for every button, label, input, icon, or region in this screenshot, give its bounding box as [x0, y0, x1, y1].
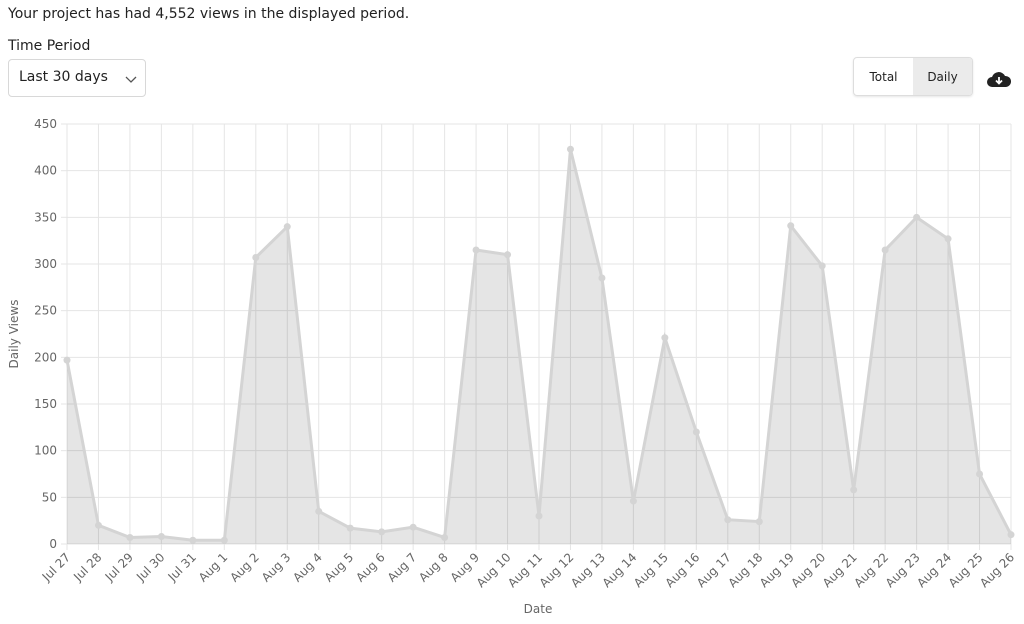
x-tick-label: Jul 29: [102, 550, 136, 584]
x-tick-label: Aug 8: [416, 550, 451, 585]
x-tick-label: Jul 31: [165, 550, 199, 584]
x-tick-label: Aug 5: [322, 550, 357, 585]
x-axis-title: Date: [524, 602, 553, 616]
y-axis-title: Daily Views: [7, 300, 21, 369]
y-tick-label: 250: [34, 304, 57, 318]
point: [881, 246, 889, 254]
point: [441, 533, 449, 541]
x-tick-label: Aug 3: [259, 550, 294, 585]
time-period-dropdown[interactable]: Last 30 days: [8, 59, 146, 97]
point: [378, 528, 386, 536]
point: [566, 145, 574, 153]
toggle-button[interactable]: Daily: [913, 58, 972, 95]
point: [755, 518, 763, 526]
x-tick-label: Aug 23: [883, 550, 923, 590]
chevron-icon: [125, 76, 137, 83]
dropdown-value: Last 30 days: [19, 69, 108, 85]
y-tick-label: 0: [49, 537, 57, 551]
point: [913, 213, 921, 221]
point: [629, 497, 637, 505]
point: [944, 235, 952, 243]
y-tick-label: 100: [34, 444, 57, 458]
point: [63, 356, 71, 364]
point: [787, 222, 795, 230]
x-tick-label: Aug 25: [946, 550, 986, 590]
x-tick-label: Aug 10: [474, 550, 514, 590]
x-tick-label: Aug 4: [290, 550, 325, 585]
download-icon[interactable]: [986, 69, 1012, 91]
x-tick-label: Aug 14: [600, 550, 640, 590]
point: [283, 223, 291, 231]
x-tick-label: Jul 28: [70, 550, 104, 584]
view-toggle: Total Daily: [853, 57, 973, 96]
x-tick-label: Aug 16: [662, 550, 702, 590]
point: [976, 470, 984, 478]
summary-message: Your project has had 4,552 views in the …: [8, 6, 410, 22]
point: [94, 521, 102, 529]
y-tick-label: 200: [34, 350, 57, 364]
point: [1007, 531, 1015, 539]
point: [504, 251, 512, 259]
point: [315, 507, 323, 515]
y-tick-label: 400: [34, 164, 57, 178]
y-tick-label: 150: [34, 397, 57, 411]
x-tick-label: Aug 22: [851, 550, 891, 590]
toggle-button[interactable]: Total: [869, 69, 898, 84]
y-tick-label: 350: [34, 210, 57, 224]
point: [850, 486, 858, 494]
point: [472, 246, 480, 254]
point: [220, 536, 228, 544]
point: [189, 536, 197, 544]
point: [252, 253, 260, 261]
point: [724, 516, 732, 524]
x-tick-label: Jul 30: [133, 550, 167, 584]
x-tick-label: Aug 17: [694, 550, 734, 590]
x-tick-label: Aug 6: [353, 550, 388, 585]
y-tick-label: 50: [42, 490, 57, 504]
x-tick-label: Aug 1: [196, 550, 231, 585]
x-tick-label: Aug 15: [631, 550, 671, 590]
x-tick-label: Aug 2: [227, 550, 262, 585]
time-period-label: Time Period: [8, 38, 91, 54]
point: [818, 262, 826, 270]
y-tick-label: 300: [34, 257, 57, 271]
x-tick-label: Aug 26: [977, 550, 1017, 590]
area-fill: [67, 149, 1011, 544]
x-tick-label: Aug 7: [385, 550, 420, 585]
point: [126, 533, 134, 541]
point: [661, 334, 669, 342]
point: [535, 512, 543, 520]
point: [157, 533, 165, 541]
y-tick-label: 450: [34, 117, 57, 131]
x-tick-label: Jul 27: [39, 550, 73, 584]
point: [598, 274, 606, 282]
point: [692, 428, 700, 436]
x-tick-label: Aug 24: [914, 550, 954, 590]
point: [409, 523, 417, 531]
point: [346, 524, 354, 532]
